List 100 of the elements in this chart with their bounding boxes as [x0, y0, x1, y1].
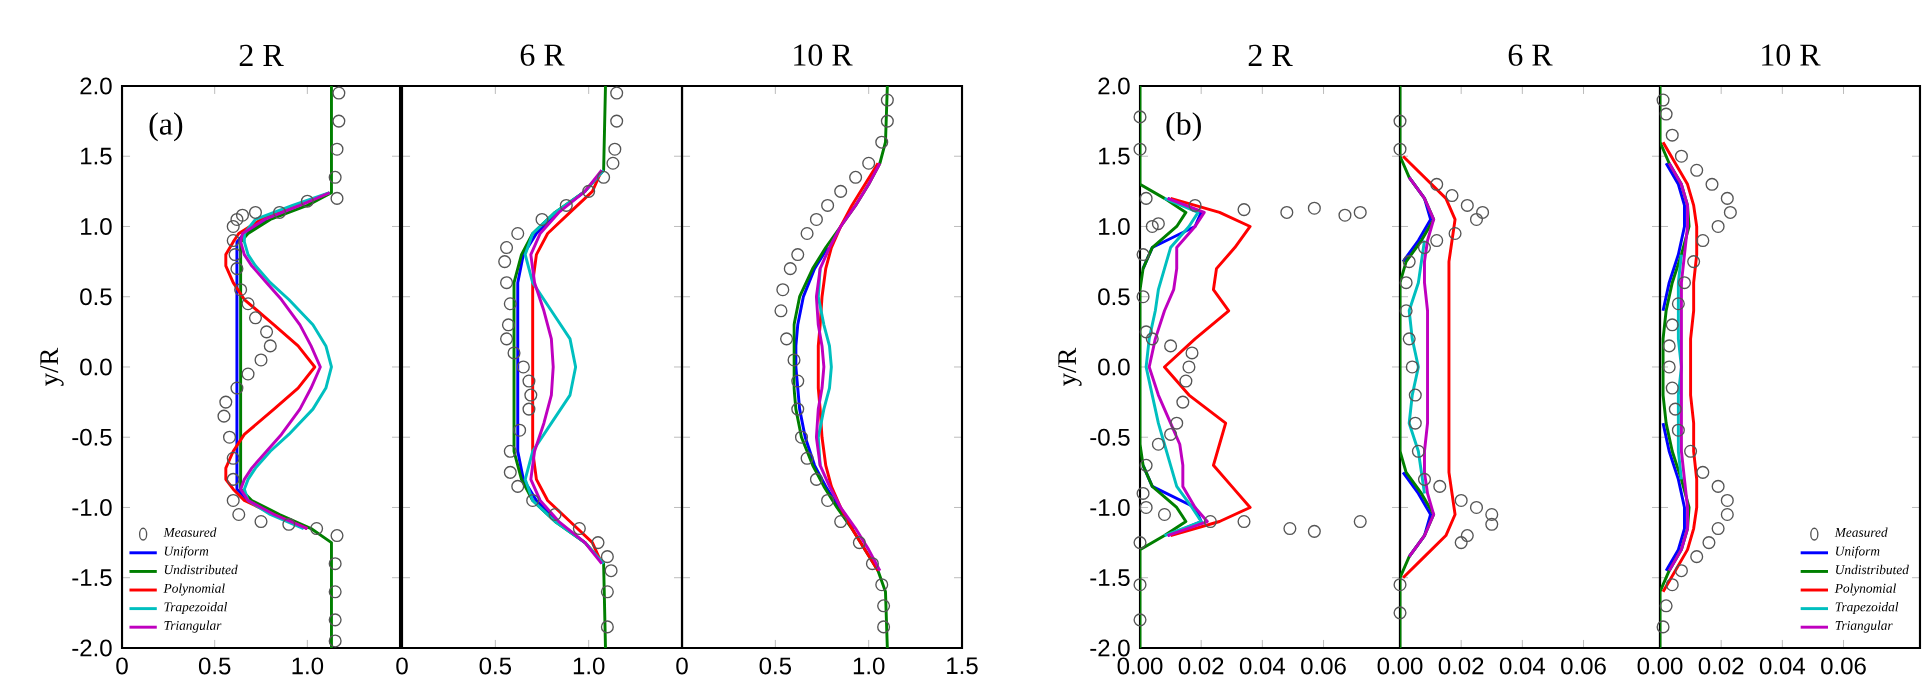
point	[310, 522, 324, 536]
point	[1469, 500, 1484, 515]
point	[1307, 524, 1321, 538]
point	[875, 578, 889, 592]
point	[500, 241, 514, 255]
y-tick-label: 0.0	[1098, 358, 1130, 376]
point	[600, 620, 614, 634]
point	[834, 514, 848, 529]
point	[1164, 427, 1178, 441]
point	[235, 208, 250, 222]
point	[1674, 149, 1688, 163]
point	[1402, 255, 1416, 269]
point	[328, 613, 342, 627]
point	[559, 198, 573, 212]
point	[1430, 177, 1444, 191]
point	[500, 332, 514, 346]
point	[511, 479, 525, 493]
point	[328, 170, 342, 184]
point	[1393, 114, 1407, 128]
x-tick-label: 0.02	[1698, 657, 1744, 675]
point	[500, 276, 514, 290]
point	[791, 402, 805, 416]
y-tick-label: 0.0	[80, 358, 112, 376]
annotation: (a)	[149, 112, 183, 142]
point	[865, 557, 879, 571]
point	[217, 409, 231, 423]
point	[226, 219, 240, 234]
point	[241, 297, 255, 311]
y-tick-label: 0.5	[1098, 288, 1130, 306]
point	[834, 184, 848, 198]
y-tick-label: -1.0	[1090, 498, 1130, 516]
point	[1283, 522, 1297, 536]
point	[1405, 360, 1419, 374]
point	[1417, 472, 1432, 486]
y-tick-label: -0.5	[1090, 428, 1130, 446]
point	[787, 353, 801, 367]
point	[1237, 203, 1251, 217]
point	[1705, 177, 1719, 191]
x-tick-label: 1.0	[853, 657, 885, 675]
point	[1399, 276, 1413, 290]
point	[1408, 416, 1422, 430]
x-tick-label: 0.00	[1637, 657, 1683, 675]
point	[332, 114, 346, 128]
point	[254, 353, 268, 367]
point	[1460, 529, 1474, 543]
point	[1133, 142, 1147, 156]
point	[248, 205, 262, 219]
point	[776, 283, 790, 297]
point	[1136, 290, 1150, 304]
point	[330, 191, 344, 205]
point	[222, 430, 237, 444]
point	[880, 93, 894, 107]
y-tick-label: 0.5	[80, 288, 112, 306]
point	[608, 142, 622, 156]
point	[1665, 128, 1679, 142]
point	[1139, 191, 1153, 205]
point	[1711, 522, 1725, 536]
point	[511, 226, 525, 241]
point	[1665, 381, 1679, 395]
point	[791, 374, 805, 388]
y-tick-label: -1.0	[72, 498, 112, 516]
point	[522, 402, 536, 416]
point	[1402, 332, 1416, 346]
point	[1662, 360, 1676, 374]
point	[1139, 458, 1153, 472]
point	[1136, 248, 1150, 262]
point	[1430, 233, 1444, 248]
point	[1684, 444, 1698, 458]
point	[254, 514, 268, 529]
y-tick-label: -1.5	[72, 569, 112, 587]
point	[1720, 191, 1734, 205]
point	[535, 212, 549, 226]
point	[328, 634, 342, 648]
point	[548, 507, 562, 522]
point	[610, 114, 624, 128]
y-axis-title: y/R	[1058, 347, 1082, 386]
point	[228, 248, 242, 262]
y-tick-label: -2.0	[72, 639, 112, 657]
point	[1139, 500, 1153, 515]
point	[501, 318, 515, 332]
point	[800, 226, 814, 241]
point	[1145, 219, 1159, 234]
x-tick-label: 0.06	[1821, 657, 1866, 675]
point	[522, 374, 536, 388]
x-tick-label: 0.5	[479, 657, 512, 675]
x-tick-label: 0.04	[1499, 657, 1545, 675]
point	[1662, 339, 1676, 353]
point	[800, 451, 814, 465]
y-tick-label: -2.0	[1090, 639, 1130, 657]
point	[809, 212, 823, 226]
point	[498, 255, 512, 269]
point	[862, 156, 876, 170]
point	[1417, 241, 1432, 255]
point	[1185, 346, 1199, 360]
point	[1203, 514, 1217, 529]
point	[1454, 536, 1468, 550]
x-tick-label: 0.00	[1117, 657, 1163, 675]
y-axis-title: y/R	[40, 347, 64, 386]
chart-title: 10 R	[1762, 44, 1821, 66]
point	[503, 465, 517, 479]
